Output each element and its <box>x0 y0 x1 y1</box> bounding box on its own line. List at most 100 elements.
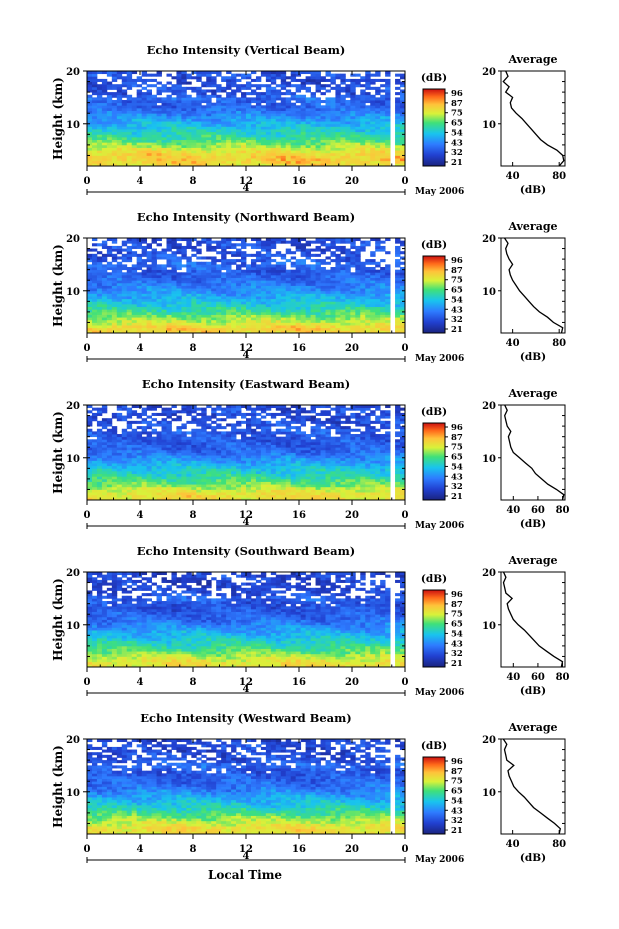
heat-cell <box>260 245 267 249</box>
heat-cell <box>350 256 356 260</box>
heat-cell <box>136 261 143 265</box>
heat-cell <box>231 330 237 334</box>
heat-cell <box>290 105 297 109</box>
heat-cell <box>121 288 128 292</box>
heat-cell <box>270 81 277 85</box>
heat-cell <box>270 272 277 276</box>
heat-cell <box>196 455 202 459</box>
heat-cell <box>380 144 386 148</box>
heat-cell <box>236 123 242 127</box>
heat-cell <box>400 274 406 278</box>
heat-cell <box>255 314 262 318</box>
heat-cell <box>101 296 108 300</box>
heat-cell <box>270 131 277 135</box>
heat-cell <box>116 301 123 305</box>
heat-cell <box>395 296 401 300</box>
heat-cell <box>295 238 302 242</box>
heat-cell <box>290 240 297 244</box>
heat-cell <box>171 84 177 88</box>
heat-cell <box>126 457 133 461</box>
heat-cell <box>196 457 202 461</box>
heat-cell <box>106 447 113 451</box>
heat-cell <box>101 243 108 247</box>
heat-cell <box>285 319 292 323</box>
heat-cell <box>111 248 118 252</box>
heat-cell <box>355 158 361 162</box>
heat-cell <box>106 489 113 493</box>
heat-cell <box>191 407 197 411</box>
heat-cell <box>101 420 108 424</box>
heat-cell <box>250 267 257 271</box>
heat-cell <box>330 288 336 292</box>
heat-cell <box>255 298 262 302</box>
heat-cell <box>141 470 148 475</box>
heat-cell <box>295 274 302 278</box>
heat-cell <box>126 155 133 159</box>
heat-cell <box>275 144 282 148</box>
heat-cell <box>131 492 138 496</box>
heat-cell <box>176 251 182 255</box>
heat-cell <box>340 274 346 278</box>
heat-cell <box>380 89 386 93</box>
heat-cell <box>385 272 391 276</box>
heat-cell <box>166 256 172 260</box>
heat-cell <box>365 118 371 122</box>
heat-cell <box>335 303 341 308</box>
heat-cell <box>385 293 391 297</box>
heat-cell <box>330 327 336 331</box>
chart-title: Echo Intensity (Northward Beam) <box>137 210 355 224</box>
heat-cell <box>191 107 197 111</box>
heat-cell <box>121 434 128 438</box>
heat-cell <box>226 325 232 329</box>
heat-cell <box>275 330 282 334</box>
heat-cell <box>221 280 227 284</box>
heat-cell <box>91 434 98 438</box>
heat-cell <box>161 447 167 451</box>
heat-cell <box>87 115 93 119</box>
heat-cell <box>176 274 182 278</box>
heat-cell <box>116 463 123 467</box>
heat-cell <box>275 139 282 143</box>
heat-cell <box>305 123 311 127</box>
heat-cell <box>270 129 277 133</box>
heat-cell <box>305 100 311 104</box>
heat-cell <box>365 158 371 162</box>
heat-cell <box>191 288 197 292</box>
heat-cell <box>395 81 401 85</box>
heat-cell <box>91 89 98 93</box>
heat-cell <box>96 476 103 480</box>
heat-cell <box>350 285 356 289</box>
heat-cell <box>166 407 172 411</box>
heat-cell <box>305 102 311 106</box>
heat-cell <box>310 158 316 162</box>
heat-cell <box>96 314 103 318</box>
heat-cell <box>250 282 257 286</box>
heat-cell <box>375 102 381 106</box>
heat-cell <box>176 136 182 141</box>
heat-cell <box>126 327 133 331</box>
heat-cell <box>400 277 406 281</box>
heat-cell <box>166 129 172 133</box>
heat-cell <box>111 301 118 305</box>
heat-cell <box>241 86 247 90</box>
heat-cell <box>241 107 247 111</box>
heat-cell <box>181 282 187 286</box>
heat-cell <box>246 319 252 323</box>
heat-cell <box>156 152 162 156</box>
heat-cell <box>310 309 316 313</box>
heat-cell <box>101 100 108 104</box>
heat-cell <box>385 264 391 268</box>
heat-cell <box>395 317 401 321</box>
heat-cell <box>151 457 157 461</box>
heat-cell <box>171 136 177 141</box>
heat-cell <box>221 97 227 101</box>
heat-cell <box>186 457 192 461</box>
heat-cell <box>111 277 118 281</box>
heat-cell <box>395 102 401 106</box>
heat-cell <box>340 277 346 281</box>
heat-cell <box>380 314 386 318</box>
heat-cell <box>385 155 391 159</box>
colorbar-tick-label: 87 <box>451 266 463 276</box>
colorbar-tick-label: 43 <box>451 305 463 315</box>
heat-cell <box>345 261 351 265</box>
